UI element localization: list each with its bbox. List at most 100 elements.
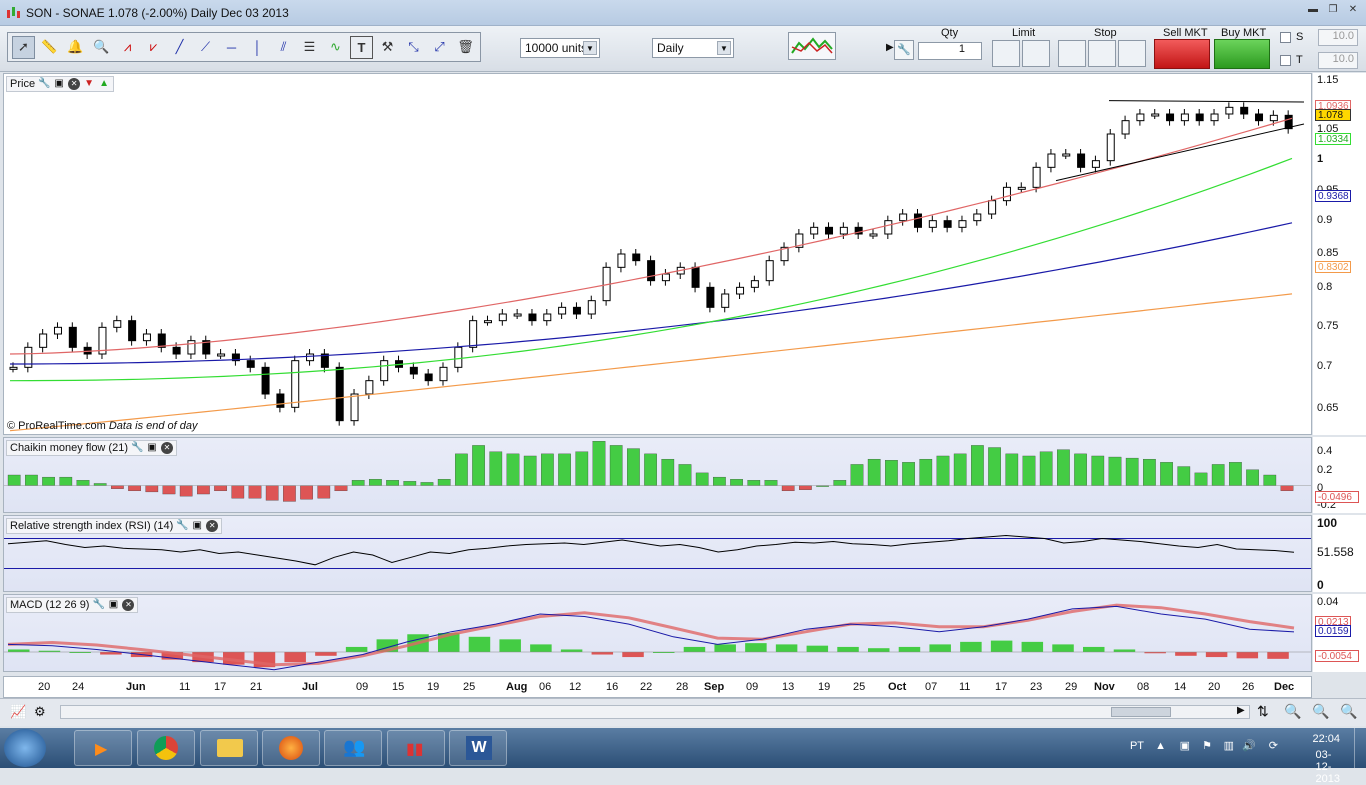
limit-buy-button[interactable] [992, 40, 1020, 67]
qty-field[interactable]: 1 [918, 42, 982, 60]
windows-start-button[interactable] [4, 729, 46, 767]
price-pane[interactable]: Price 🔧 ▣ ✕ ▼ ▲ © ProRealTime.com Data i… [3, 73, 1312, 435]
clock-time[interactable]: 22:04 [1312, 733, 1340, 745]
macd-pane[interactable]: MACD (12 26 9) 🔧 ▣ ✕ [3, 594, 1312, 672]
candle-body [483, 320, 492, 324]
indicators-button[interactable] [788, 32, 836, 60]
candle-body [587, 300, 596, 315]
close-icon[interactable]: ✕ [1348, 4, 1358, 15]
limit-sell-button[interactable] [1022, 40, 1050, 67]
zoom-in-icon[interactable]: 🔍 [1340, 703, 1358, 719]
tray-expand-icon[interactable]: ▲ [1155, 740, 1166, 752]
window-icon[interactable]: ▣ [108, 599, 119, 610]
close-icon[interactable]: ✕ [68, 78, 81, 90]
channel-icon[interactable]: ⫽ [280, 39, 287, 54]
volume-icon[interactable]: 🔊 [1242, 740, 1256, 752]
firefox-taskbar-button[interactable] [262, 730, 320, 766]
units-select[interactable]: 10000 units ▼ [520, 38, 600, 58]
t-checkbox[interactable] [1280, 55, 1291, 66]
candle-body [1195, 113, 1204, 122]
t-value-field[interactable]: 10.0 [1318, 52, 1358, 69]
period-select[interactable]: Daily ▼ [652, 38, 734, 58]
action-center-icon[interactable]: ⚑ [1202, 740, 1212, 752]
collapse-arrow-icon[interactable]: ▶ [886, 42, 894, 53]
zigzag-icon[interactable]: ⩗ [149, 39, 158, 54]
close-icon[interactable]: ✕ [122, 599, 135, 611]
cross-line-icon[interactable]: ⤢ [434, 39, 445, 54]
vertical-line-icon[interactable]: │ [253, 39, 262, 55]
chrome-taskbar-button[interactable] [137, 730, 195, 766]
price-y-axis: 1.15 1.05 1 0.95 0.9 0.85 0.8 0.75 0.7 0… [1313, 73, 1366, 435]
pattern-icon[interactable]: ⩘ [123, 39, 132, 54]
pointer-icon[interactable]: ➚ [12, 35, 35, 59]
show-desktop-button[interactable] [1354, 728, 1366, 768]
trendline-icon[interactable]: ╱ [175, 39, 184, 54]
scale-icon[interactable]: ⇅ [1257, 703, 1269, 719]
macd-histogram-bar [69, 652, 91, 653]
candle-body [350, 393, 359, 422]
zoom-out-icon[interactable]: 🔍 [1312, 703, 1330, 719]
arrow-tool-icon[interactable]: ⤡ [408, 39, 419, 54]
window-icon[interactable]: ▣ [192, 520, 202, 531]
rsi-value-label: 51.558 [1317, 545, 1354, 559]
s-checkbox[interactable] [1280, 32, 1291, 43]
candle-body [142, 333, 151, 342]
cmf-pane[interactable]: Chaikin money flow (21) 🔧 ▣ ✕ [3, 437, 1312, 513]
macd-histogram-bar [8, 649, 30, 652]
fibonacci-icon[interactable]: ☰ [303, 39, 316, 54]
last-price-label: 1.078 [1315, 109, 1351, 121]
minimize-icon[interactable]: ▬ [1308, 4, 1318, 15]
macd-histogram-bar [653, 652, 675, 653]
text-icon[interactable]: T [350, 35, 373, 59]
s-value-field[interactable]: 10.0 [1318, 29, 1358, 46]
close-icon[interactable]: ✕ [206, 520, 219, 532]
window-icon[interactable]: ▣ [54, 78, 64, 89]
language-indicator[interactable]: PT [1129, 740, 1144, 752]
chart-type-icon[interactable]: 📈 [10, 704, 27, 719]
update-icon[interactable]: ⟳ [1268, 740, 1278, 752]
scrollbar-thumb[interactable] [1111, 707, 1171, 717]
settings-icon[interactable]: ⚙ [34, 704, 46, 719]
zoom-fit-icon[interactable]: 🔍 [1284, 703, 1302, 719]
buy-market-button[interactable] [1214, 39, 1270, 69]
wrench-icon[interactable]: 🔧 [176, 520, 189, 531]
ruler-icon[interactable]: 📏 [41, 39, 58, 54]
wrench-icon[interactable]: 🔧 [38, 78, 51, 89]
rsi-pane[interactable]: Relative strength index (RSI) (14) 🔧 ▣ ✕ [3, 515, 1312, 592]
macd-histogram-bar [161, 652, 184, 660]
messenger-taskbar-button[interactable]: 👥 [324, 730, 382, 766]
restore-icon[interactable]: ❐ [1328, 4, 1338, 15]
zoom-icon[interactable]: 🔍 [93, 39, 110, 54]
cmf-bar [489, 451, 503, 486]
word-taskbar-button[interactable]: W [449, 730, 507, 766]
macd-histogram-bar [1205, 652, 1228, 658]
stop-order-button-1[interactable] [1058, 40, 1086, 67]
tools-icon[interactable]: ⚒ [381, 39, 394, 54]
sell-market-button[interactable] [1154, 39, 1210, 69]
x-axis-label: 09 [356, 681, 369, 693]
horizontal-line-icon[interactable]: ─ [226, 39, 237, 55]
close-icon[interactable]: ✕ [161, 442, 173, 454]
cmf-chart [4, 441, 1311, 502]
wrench-icon[interactable]: 🔧 [92, 599, 105, 610]
network-icon[interactable]: ▥ [1223, 740, 1234, 752]
time-scrollbar[interactable] [60, 705, 1250, 719]
stop-order-button-2[interactable] [1088, 40, 1116, 67]
clock-date[interactable]: 03-12-2013 [1315, 749, 1340, 785]
prorealtime-taskbar-button[interactable]: ▮▮ [387, 730, 445, 766]
trash-icon[interactable]: 🗑 [457, 39, 474, 54]
wrench-icon[interactable]: 🔧 [894, 40, 914, 60]
media-player-taskbar-button[interactable]: ▶ [74, 730, 132, 766]
tray-app-icon[interactable]: ▣ [1179, 740, 1190, 752]
arrow-up-icon[interactable]: ▲ [99, 78, 110, 89]
explorer-taskbar-button[interactable] [200, 730, 258, 766]
wave-icon[interactable]: ∿ [330, 39, 341, 54]
ray-icon[interactable]: ⟋ [200, 39, 211, 54]
stop-order-button-3[interactable] [1118, 40, 1146, 67]
alarm-bell-icon[interactable]: 🔔 [67, 39, 84, 54]
wrench-icon[interactable]: 🔧 [131, 442, 144, 453]
scroll-right-icon[interactable]: ▶ [1237, 705, 1245, 716]
arrow-down-icon[interactable]: ▼ [84, 78, 95, 89]
window-icon[interactable]: ▣ [147, 442, 157, 453]
macd-histogram-bar [1175, 652, 1197, 656]
